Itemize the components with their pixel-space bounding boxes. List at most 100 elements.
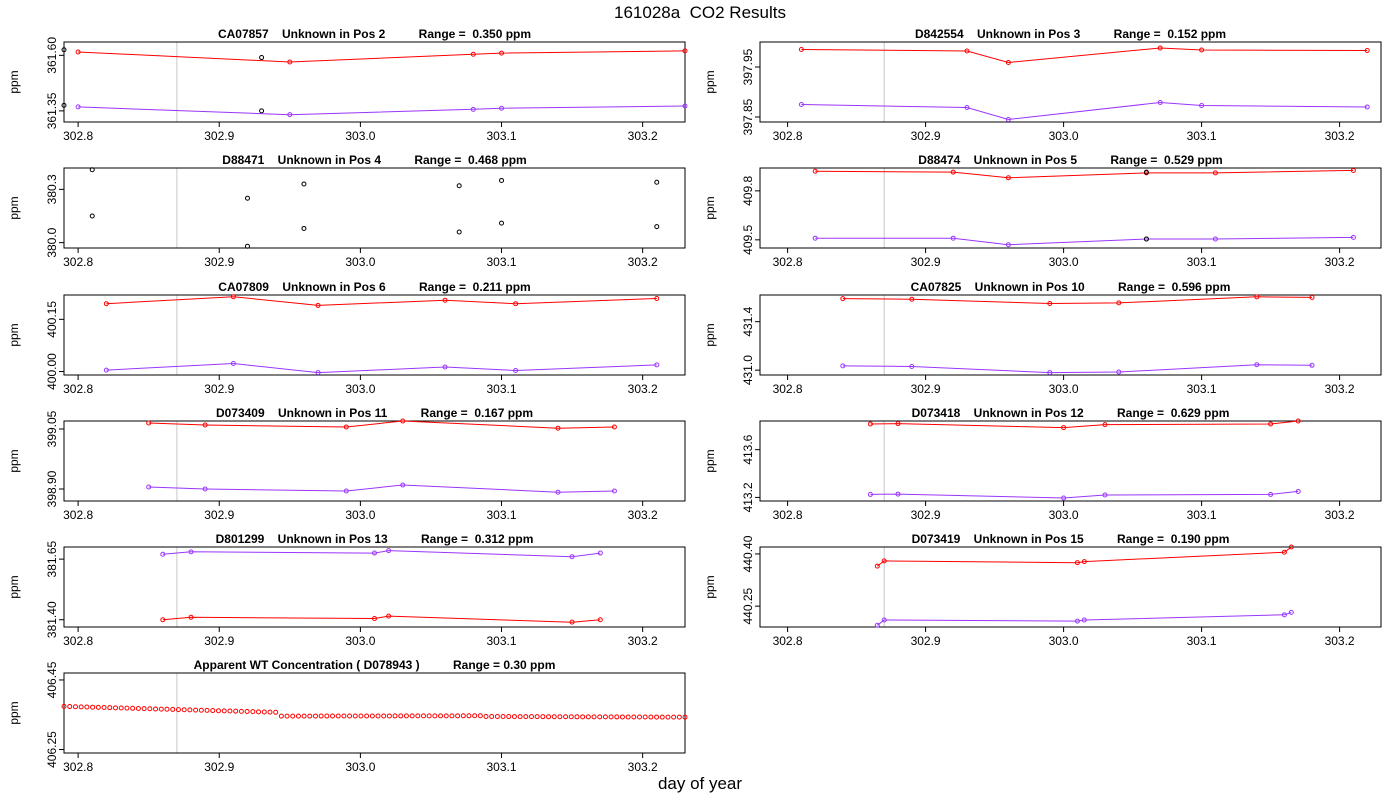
data-point: [146, 484, 152, 490]
x-tick-label: 303.2: [628, 760, 658, 774]
data-point: [301, 181, 307, 187]
data-point: [230, 294, 236, 300]
data-point: [597, 617, 603, 623]
y-axis-label: ppm: [7, 323, 21, 346]
x-tick-label: 302.8: [773, 255, 803, 269]
data-point: [511, 714, 517, 720]
y-axis-label: ppm: [7, 701, 21, 724]
data-point: [256, 709, 262, 715]
data-point: [386, 613, 392, 619]
data-point: [950, 235, 956, 241]
data-point: [153, 706, 159, 712]
data-point: [118, 705, 124, 711]
data-point: [230, 361, 236, 367]
data-point: [449, 713, 455, 719]
data-point: [546, 714, 552, 720]
x-tick-label: 303.2: [628, 634, 658, 648]
chart-panel-1: CA07857 Unknown in Pos 2 Range = 0.350 p…: [7, 27, 688, 143]
x-tick-label: 302.9: [204, 508, 234, 522]
data-point: [895, 421, 901, 427]
data-point: [1364, 104, 1370, 110]
data-point: [442, 364, 448, 370]
data-point: [330, 713, 336, 719]
data-point: [202, 422, 208, 428]
series-line-lower: [876, 611, 1292, 626]
data-point: [364, 713, 370, 719]
data-point: [267, 709, 273, 715]
x-tick-label: 303.2: [628, 508, 658, 522]
y-axis-label: ppm: [703, 323, 717, 346]
y-tick-label: 431.0: [741, 355, 755, 385]
data-point: [1295, 488, 1301, 494]
data-point: [164, 706, 170, 712]
data-point: [477, 713, 483, 719]
data-point: [499, 105, 505, 111]
data-point: [72, 704, 78, 710]
data-point: [1061, 425, 1067, 431]
x-tick-label: 303.1: [1187, 634, 1217, 648]
data-point: [158, 706, 164, 712]
y-tick-label: 381.65: [45, 540, 59, 577]
data-point: [261, 709, 267, 715]
data-point: [909, 364, 915, 370]
data-point: [867, 421, 873, 427]
data-point: [1116, 369, 1122, 375]
data-point: [347, 713, 353, 719]
data-point: [61, 102, 67, 108]
series-line-lower: [78, 105, 686, 116]
data-point: [494, 714, 500, 720]
series-line-lower: [148, 484, 615, 493]
x-tick-label: 302.8: [63, 634, 93, 648]
panel-frame: [759, 294, 1382, 376]
data-point: [426, 713, 432, 719]
series-line-lower: [870, 490, 1299, 499]
x-tick-label: 303.0: [1049, 129, 1079, 143]
y-tick-label: 440.40: [741, 535, 755, 572]
y-tick-label: 413.6: [741, 434, 755, 464]
data-point: [1281, 612, 1287, 618]
data-point: [233, 708, 239, 714]
y-tick-label: 380.0: [45, 227, 59, 257]
data-point: [654, 362, 660, 368]
data-point: [489, 713, 495, 719]
y-tick-label: 413.2: [741, 482, 755, 512]
chart-panel-5: CA07809 Unknown in Pos 6 Range = 0.211 p…: [7, 280, 686, 396]
panel-frame: [63, 41, 686, 123]
x-tick-label: 302.9: [911, 634, 941, 648]
data-point: [499, 220, 505, 226]
data-point: [415, 713, 421, 719]
panel-title: CA07857 Unknown in Pos 2 Range = 0.350 p…: [218, 27, 531, 41]
panel-title: D073418 Unknown in Pos 12 Range = 0.629 …: [912, 406, 1230, 420]
data-point: [540, 714, 546, 720]
data-point: [278, 713, 284, 719]
y-axis-label: ppm: [703, 196, 717, 219]
data-point: [534, 714, 540, 720]
data-point: [420, 713, 426, 719]
data-point: [499, 177, 505, 183]
x-tick-label: 303.2: [628, 129, 658, 143]
data-point: [1364, 48, 1370, 53]
data-point: [470, 106, 476, 112]
x-tick-label: 302.8: [63, 508, 93, 522]
data-point: [103, 301, 109, 307]
y-tick-label: 406.45: [45, 661, 59, 698]
data-point: [619, 714, 625, 720]
data-point: [840, 296, 846, 302]
data-point: [798, 102, 804, 107]
data-point: [130, 705, 136, 711]
data-point: [682, 48, 688, 54]
data-point: [654, 179, 660, 185]
x-tick-label: 303.0: [345, 255, 375, 269]
x-tick-label: 303.2: [1325, 129, 1355, 143]
x-tick-label: 303.1: [487, 382, 517, 396]
data-point: [244, 709, 250, 715]
y-tick-label: 409.8: [741, 176, 755, 206]
data-point: [456, 229, 462, 235]
data-point: [648, 714, 654, 720]
series-line-upper: [801, 47, 1368, 64]
data-point: [840, 363, 846, 369]
x-axis-label: day of year: [657, 774, 743, 793]
chart-panel-3: D88471 Unknown in Pos 4 Range = 0.468 pp…: [7, 153, 686, 269]
x-tick-label: 302.8: [63, 129, 93, 143]
data-point: [135, 705, 141, 711]
